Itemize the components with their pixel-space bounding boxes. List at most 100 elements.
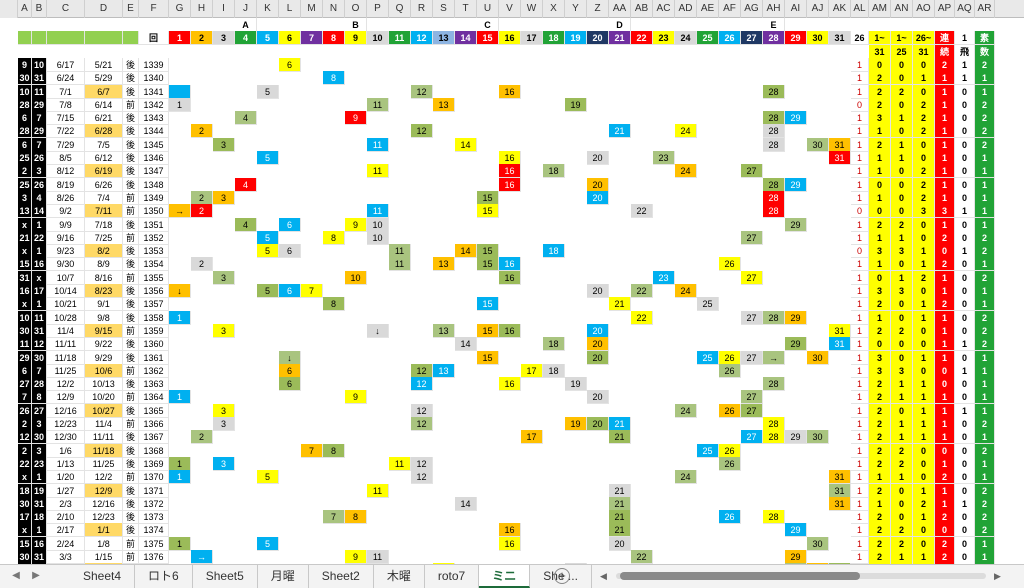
skip-aq[interactable]: 0: [955, 97, 975, 112]
sum-an[interactable]: 0: [891, 190, 913, 205]
date-c[interactable]: 8/26: [47, 190, 85, 205]
num-b[interactable]: 31: [32, 71, 47, 86]
skip-aq[interactable]: 0: [955, 270, 975, 285]
streak-ap[interactable]: 1: [935, 190, 955, 205]
num-a[interactable]: 16: [18, 284, 32, 298]
draw-number[interactable]: 1354: [139, 257, 169, 272]
sum-ao[interactable]: 1: [913, 403, 935, 418]
date-d[interactable]: 7/4: [85, 190, 123, 205]
num-a[interactable]: x: [18, 523, 32, 538]
hit-cell[interactable]: 13: [433, 97, 455, 112]
count-al[interactable]: 0: [851, 244, 869, 259]
skip-aq[interactable]: 0: [955, 470, 975, 485]
header-filler[interactable]: [18, 31, 32, 46]
draw-number[interactable]: 1339: [139, 57, 169, 72]
streak-ap[interactable]: 1: [935, 390, 955, 405]
hit-cell[interactable]: 29: [785, 310, 807, 325]
hit-cell[interactable]: 29: [785, 550, 807, 564]
streak-ap[interactable]: 1: [935, 124, 955, 139]
half-e[interactable]: 後: [123, 337, 139, 352]
scroll-thumb[interactable]: [620, 572, 860, 580]
num-a[interactable]: 30: [18, 323, 32, 338]
skip-aq[interactable]: 0: [955, 230, 975, 245]
draw-number[interactable]: 1367: [139, 430, 169, 445]
sum-ao[interactable]: 0: [913, 337, 935, 352]
draw-number[interactable]: 1376: [139, 550, 169, 564]
num-b[interactable]: 26: [32, 177, 47, 192]
date-c[interactable]: 12/2: [47, 377, 85, 392]
sum-ao[interactable]: 0: [913, 151, 935, 165]
half-e[interactable]: 後: [123, 350, 139, 365]
group-header-cell[interactable]: 5: [257, 31, 279, 46]
sum-am[interactable]: 2: [869, 430, 891, 445]
streak-ap[interactable]: 1: [935, 270, 955, 285]
num-a[interactable]: 9: [18, 57, 32, 72]
sum-am[interactable]: 3: [869, 350, 891, 365]
streak-ap[interactable]: 1: [935, 323, 955, 338]
half-e[interactable]: 後: [123, 124, 139, 139]
half-e[interactable]: 前: [123, 417, 139, 431]
hit-cell[interactable]: 27: [741, 270, 763, 285]
hit-cell[interactable]: 21: [609, 124, 631, 139]
hit-cell[interactable]: 12: [411, 456, 433, 471]
date-d[interactable]: 6/14: [85, 97, 123, 112]
date-d[interactable]: 11/18: [85, 443, 123, 458]
hit-cell[interactable]: 26: [719, 403, 741, 418]
count-al[interactable]: 1: [851, 124, 869, 139]
prime-ar[interactable]: 2: [975, 483, 995, 498]
hit-cell[interactable]: ↓: [367, 323, 389, 338]
hit-cell[interactable]: 18: [543, 164, 565, 179]
num-b[interactable]: 30: [32, 350, 47, 365]
num-b[interactable]: 16: [32, 257, 47, 272]
group-header-cell[interactable]: 3: [213, 31, 235, 46]
streak-ap[interactable]: 0: [935, 363, 955, 378]
hit-cell[interactable]: 3: [213, 323, 235, 338]
skip-aq[interactable]: 0: [955, 217, 975, 232]
sum-am[interactable]: 2: [869, 323, 891, 338]
num-a[interactable]: 30: [18, 550, 32, 564]
num-b[interactable]: 31: [32, 323, 47, 338]
sum-ao[interactable]: 1: [913, 430, 935, 445]
num-a[interactable]: 25: [18, 151, 32, 165]
hit-cell[interactable]: 12: [411, 470, 433, 485]
half-e[interactable]: 前: [123, 550, 139, 564]
skip-aq[interactable]: 1: [955, 496, 975, 511]
column-header-p[interactable]: P: [367, 0, 389, 18]
num-a[interactable]: 6: [18, 137, 32, 152]
count-al[interactable]: 1: [851, 563, 869, 564]
num-b[interactable]: 17: [32, 284, 47, 298]
draw-number[interactable]: 1344: [139, 124, 169, 139]
hit-cell[interactable]: 27: [741, 390, 763, 405]
sum-am[interactable]: 3: [869, 363, 891, 378]
hit-cell[interactable]: 28: [763, 137, 785, 152]
sum-ao[interactable]: 0: [913, 230, 935, 245]
count-al[interactable]: 1: [851, 470, 869, 485]
num-b[interactable]: 16: [32, 536, 47, 551]
scroll-right-icon[interactable]: ▶: [994, 571, 1001, 581]
hit-cell[interactable]: 9: [345, 390, 367, 405]
hit-cell[interactable]: 2: [191, 204, 213, 219]
sum-an[interactable]: 0: [891, 57, 913, 72]
sum-am[interactable]: 1: [869, 230, 891, 245]
hit-cell[interactable]: 15: [477, 350, 499, 365]
sum-am[interactable]: 1: [869, 151, 891, 165]
hit-cell[interactable]: 31: [829, 470, 851, 485]
prime-ar[interactable]: 5: [975, 563, 995, 564]
count-al[interactable]: 1: [851, 456, 869, 471]
summary-header[interactable]: 数: [975, 44, 995, 59]
group-header-cell[interactable]: 24: [675, 31, 697, 46]
num-a[interactable]: 17: [18, 510, 32, 525]
group-header-cell[interactable]: 2: [191, 31, 213, 46]
hit-cell[interactable]: 26: [719, 257, 741, 272]
streak-ap[interactable]: 1: [935, 177, 955, 192]
hit-cell[interactable]: 28: [763, 430, 785, 445]
hit-cell[interactable]: 30: [807, 430, 829, 445]
date-c[interactable]: 12/9: [47, 390, 85, 405]
group-header-cell[interactable]: 13: [433, 31, 455, 46]
num-a[interactable]: 10: [18, 84, 32, 99]
sum-am[interactable]: 2: [869, 536, 891, 551]
half-e[interactable]: 後: [123, 430, 139, 445]
hit-cell[interactable]: 2: [191, 124, 213, 139]
prime-ar[interactable]: 1: [975, 190, 995, 205]
hit-cell[interactable]: 22: [631, 550, 653, 564]
